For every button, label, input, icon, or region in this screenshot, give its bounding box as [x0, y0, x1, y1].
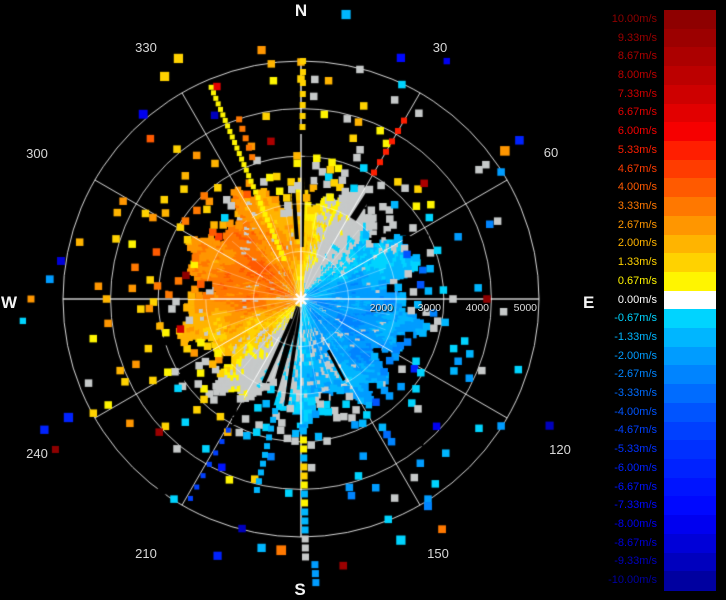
azimuth-label-120: 120: [549, 442, 571, 457]
compass-label-south: S: [294, 580, 306, 599]
range-ring-label-5000: 5000: [513, 302, 537, 314]
azimuth-label-150: 150: [427, 546, 449, 561]
compass-label-west: W: [1, 293, 18, 312]
range-ring-label-4000: 4000: [465, 302, 489, 314]
range-ring-label-2000: 2000: [369, 302, 393, 314]
azimuth-label-300: 300: [26, 146, 48, 161]
azimuth-label-210: 210: [135, 546, 157, 561]
azimuth-label-30: 30: [432, 40, 448, 55]
compass-label-north: N: [294, 1, 308, 20]
azimuth-label-60: 60: [543, 145, 559, 160]
azimuth-label-330: 330: [135, 40, 157, 55]
range-ring-label-3000: 3000: [417, 302, 441, 314]
azimuth-label-240: 240: [26, 446, 48, 461]
compass-label-east: E: [583, 293, 595, 312]
